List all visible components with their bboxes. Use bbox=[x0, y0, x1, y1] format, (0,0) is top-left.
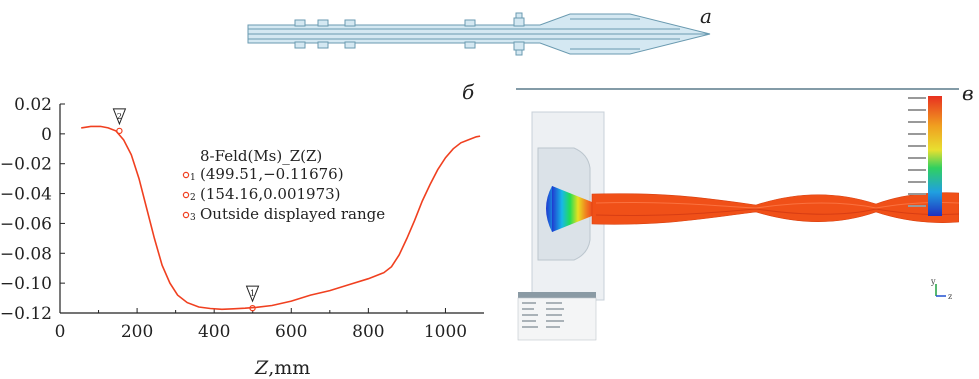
x-tick-label: 1000 bbox=[424, 322, 467, 342]
lens-ring bbox=[344, 19, 356, 27]
x-tick-label: 0 bbox=[55, 322, 66, 342]
x-tick-label: 200 bbox=[121, 322, 153, 342]
lens-ring bbox=[344, 41, 356, 49]
y-tick-label: −0.06 bbox=[0, 214, 52, 234]
color-scale bbox=[928, 96, 942, 216]
axis-triad: y z bbox=[930, 277, 952, 301]
marker-triangle bbox=[112, 108, 127, 126]
chart-ticks: 0 200 400 600 800 1000 0.02 0 −0.02 −0.04 −0.06 −0.… bbox=[0, 95, 467, 342]
legend-entry: (154.16,0.001973) bbox=[200, 185, 341, 203]
marker-triangle bbox=[245, 285, 260, 303]
y-tick-label: −0.08 bbox=[0, 244, 52, 264]
lens-ring bbox=[294, 41, 306, 49]
marker-triangle-label: 1 bbox=[250, 289, 255, 298]
beam-texture bbox=[595, 208, 959, 216]
color-scale-ticks bbox=[908, 97, 926, 207]
field-profile-chart: 0 200 400 600 800 1000 0.02 0 −0.02 −0.04 −0.06 −0.… bbox=[0, 95, 484, 379]
legend-index: 2 bbox=[190, 193, 196, 203]
svg-text:y: y bbox=[930, 277, 936, 286]
legend-marker bbox=[182, 191, 190, 199]
lens-ring bbox=[515, 49, 523, 56]
y-tick-label: 0.02 bbox=[14, 95, 52, 115]
chart-axes bbox=[59, 104, 484, 314]
panel-label-c: в bbox=[962, 81, 974, 105]
lens-ring bbox=[317, 19, 329, 27]
x-axis-label: Z,mm bbox=[254, 357, 310, 379]
lens-ring bbox=[294, 19, 306, 27]
lens-ring bbox=[513, 41, 525, 51]
legend-index: 3 bbox=[190, 213, 196, 223]
y-tick-label: −0.12 bbox=[0, 304, 52, 324]
beam-cone bbox=[552, 186, 592, 232]
panel-label-a: a bbox=[700, 4, 712, 28]
y-tick-label: −0.04 bbox=[0, 185, 52, 205]
legend-entry: Outside displayed range bbox=[200, 205, 385, 223]
panel-label-b: б bbox=[462, 80, 475, 104]
series-line bbox=[81, 125, 481, 311]
lens-ring bbox=[515, 12, 523, 19]
lens-ring bbox=[464, 19, 476, 27]
x-tick-label: 600 bbox=[275, 322, 307, 342]
lens-ring bbox=[317, 41, 329, 49]
legend-index: 1 bbox=[190, 173, 196, 183]
beam-texture bbox=[595, 202, 959, 209]
y-tick-label: −0.10 bbox=[0, 274, 52, 294]
x-tick-label: 800 bbox=[352, 322, 384, 342]
info-box bbox=[517, 292, 597, 341]
legend-entry: (499.51,−0.11676) bbox=[200, 165, 344, 183]
y-tick-label: 0 bbox=[41, 125, 52, 145]
legend-marker bbox=[182, 171, 190, 179]
beam-simulation-view: y z bbox=[516, 88, 959, 341]
chart-title: 8-Feld(Ms)_Z(Z) bbox=[200, 147, 322, 165]
lens-ring bbox=[464, 41, 476, 49]
marker-triangle-label: 2 bbox=[117, 112, 122, 121]
marker-point bbox=[116, 127, 123, 135]
electron-beam bbox=[591, 192, 959, 225]
structure-cross-section bbox=[247, 12, 711, 56]
svg-text:z: z bbox=[948, 292, 952, 301]
marker-point bbox=[249, 304, 256, 312]
legend-marker bbox=[182, 211, 190, 219]
x-tick-label: 400 bbox=[198, 322, 230, 342]
marker-legend: 1 (499.51,−0.11676) 2 (154.16,0.001973) 3 Out… bbox=[182, 165, 385, 223]
marker-triangles: 12 bbox=[112, 108, 260, 312]
y-tick-label: −0.02 bbox=[0, 155, 52, 175]
lens-ring bbox=[513, 17, 525, 27]
